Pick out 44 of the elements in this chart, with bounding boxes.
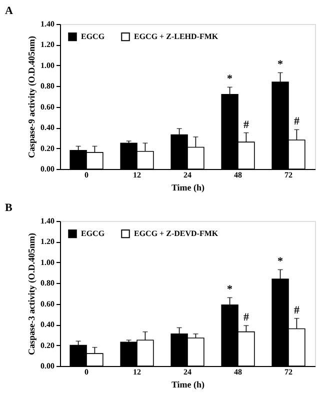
- y-tick-label: 1.40: [40, 216, 54, 226]
- y-tick-label: 1.40: [40, 20, 54, 28]
- y-tick-label: 0.20: [40, 144, 54, 153]
- y-tick-label: 0.20: [40, 340, 54, 350]
- legend-label: EGCG + Z-LEHD-FMK: [134, 32, 219, 41]
- y-tick-label: 0.40: [40, 320, 54, 330]
- x-tick-label: 12: [133, 170, 142, 180]
- legend-label: EGCG: [81, 228, 105, 238]
- annotation: *: [278, 256, 284, 268]
- y-tick-label: 1.20: [40, 237, 54, 246]
- x-tick-label: 0: [84, 368, 89, 376]
- y-tick-label: 1.00: [40, 60, 54, 70]
- x-tick-label: 24: [184, 170, 192, 180]
- y-tick-label: 0.60: [40, 299, 54, 308]
- annotation: *: [227, 73, 234, 86]
- x-tick-label: 72: [284, 368, 292, 376]
- y-axis-title: Caspase-3 activity (O.D.405nm): [26, 233, 36, 355]
- x-tick-label: 72: [284, 170, 292, 180]
- y-tick-label: 0.60: [40, 102, 54, 112]
- x-tick-label: 0: [84, 170, 89, 180]
- x-tick-label: 48: [234, 170, 242, 180]
- y-tick-label: 1.20: [40, 40, 54, 50]
- x-axis-title: Time (h): [171, 182, 205, 192]
- annotation: *: [227, 284, 234, 296]
- y-tick-label: 0.80: [40, 82, 54, 91]
- y-axis-title: Caspase-9 activity (O.D.405nm): [26, 36, 36, 158]
- y-tick-label: 0.40: [40, 123, 54, 132]
- annotation: #: [243, 118, 250, 131]
- y-tick-label: 0.80: [40, 278, 54, 288]
- y-tick-label: 0.00: [40, 164, 54, 174]
- x-tick-label: 24: [184, 368, 192, 376]
- annotation: #: [243, 312, 250, 324]
- legend-label: EGCG + Z-DEVD-FMK: [134, 228, 219, 238]
- x-axis-title: Time (h): [171, 380, 205, 390]
- legend-label: EGCG: [81, 32, 105, 41]
- x-tick-label: 48: [234, 368, 242, 376]
- y-tick-label: 1.00: [40, 258, 54, 267]
- annotation: #: [294, 304, 300, 316]
- y-tick-label: 0.00: [40, 362, 54, 370]
- annotation: *: [278, 58, 284, 71]
- chart-title: A: [5, 5, 13, 17]
- chart-title: B: [5, 202, 13, 214]
- annotation: #: [294, 116, 300, 128]
- x-tick-label: 12: [133, 368, 142, 376]
